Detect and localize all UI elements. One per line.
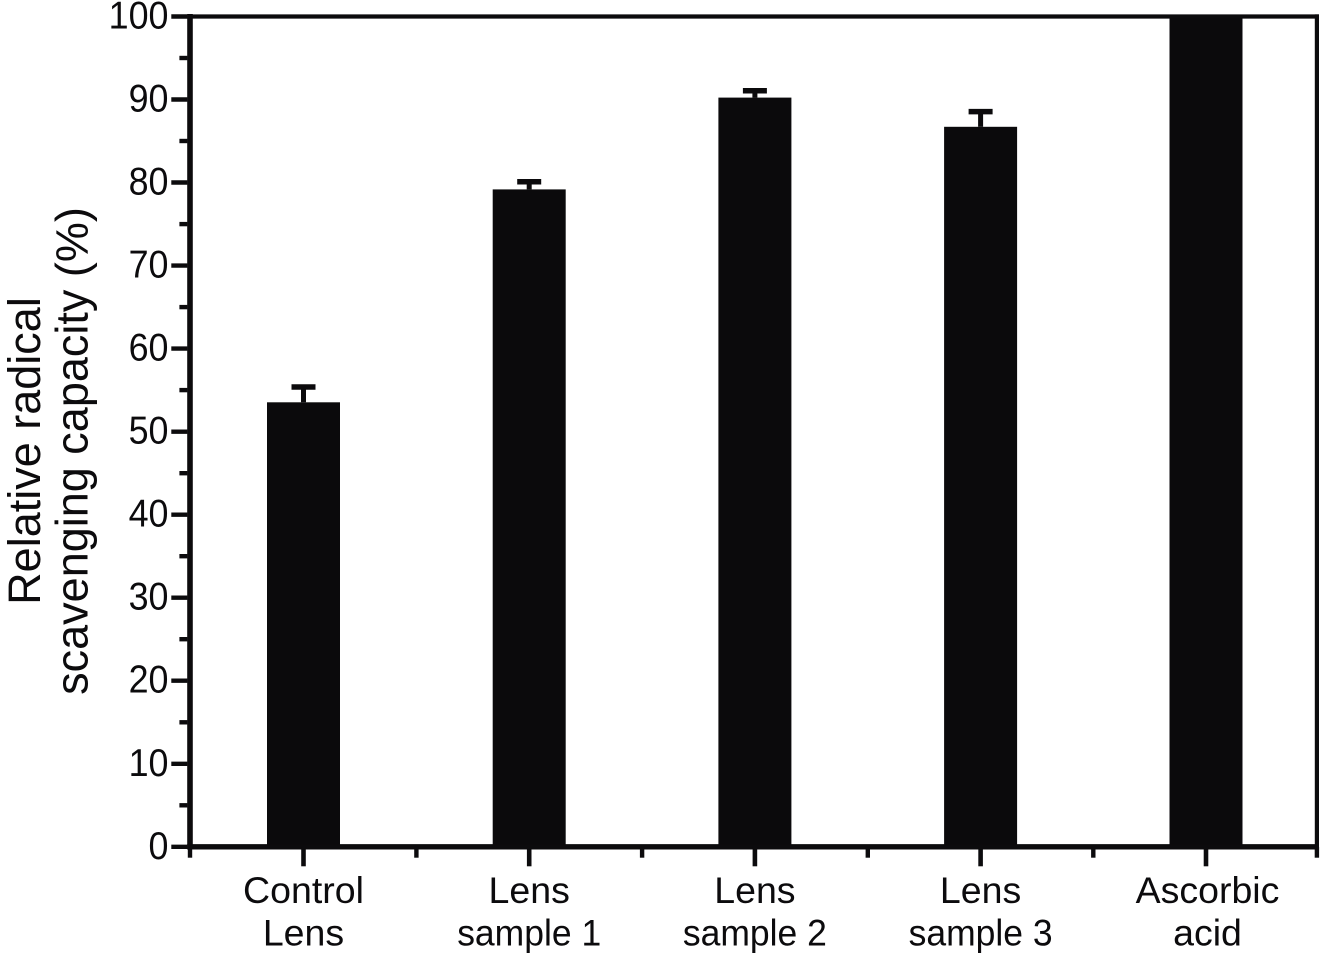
svg-text:Lens: Lens bbox=[940, 869, 1021, 911]
svg-text:30: 30 bbox=[129, 574, 169, 618]
svg-text:Control: Control bbox=[243, 869, 364, 911]
svg-text:Lens: Lens bbox=[714, 869, 795, 911]
svg-text:Ascorbic: Ascorbic bbox=[1136, 869, 1280, 911]
svg-text:70: 70 bbox=[129, 242, 169, 286]
svg-text:scavenging capacity (%): scavenging capacity (%) bbox=[47, 207, 98, 695]
svg-text:sample 1: sample 1 bbox=[457, 912, 601, 954]
svg-text:50: 50 bbox=[129, 408, 169, 452]
svg-text:0: 0 bbox=[149, 823, 169, 867]
svg-text:sample 3: sample 3 bbox=[909, 912, 1053, 954]
svg-text:100: 100 bbox=[109, 0, 169, 37]
svg-text:60: 60 bbox=[129, 325, 169, 369]
svg-text:40: 40 bbox=[129, 491, 169, 535]
svg-text:sample 2: sample 2 bbox=[683, 912, 827, 954]
svg-text:20: 20 bbox=[129, 657, 169, 701]
svg-text:Lens: Lens bbox=[489, 869, 570, 911]
svg-text:80: 80 bbox=[129, 159, 169, 203]
svg-text:10: 10 bbox=[129, 740, 169, 784]
svg-text:Lens: Lens bbox=[263, 912, 344, 954]
svg-text:acid: acid bbox=[1173, 912, 1242, 954]
svg-text:90: 90 bbox=[129, 76, 169, 120]
svg-text:Relative radical: Relative radical bbox=[0, 297, 50, 605]
